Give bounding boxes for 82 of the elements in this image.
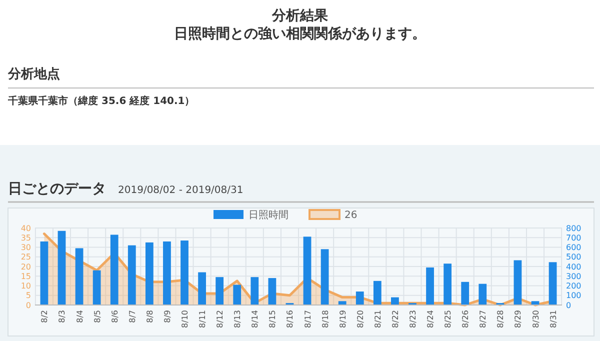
x-tick-label: 8/8 <box>145 310 154 323</box>
y2-tick-label: 100 <box>566 291 582 300</box>
y-tick-label: 35 <box>20 233 31 242</box>
x-tick-label: 8/16 <box>286 310 295 328</box>
bar <box>548 262 557 305</box>
bar <box>461 282 470 305</box>
bar <box>338 301 346 305</box>
text: 日ごとのデータ <box>8 181 106 197</box>
x-tick-label: 8/25 <box>444 310 453 328</box>
x-tick-label: 8/6 <box>110 310 120 323</box>
bar <box>391 297 399 305</box>
y-tick-label: 20 <box>20 262 31 272</box>
y2-tick-label: 400 <box>566 262 582 272</box>
x-tick-label: 8/21 <box>373 310 382 328</box>
chart-subtitle: 日照時間との強い相関関係があります。 <box>174 26 426 42</box>
bar <box>426 267 434 305</box>
x-tick-label: 8/7 <box>128 310 137 323</box>
bar <box>75 248 84 305</box>
text: 2019/08/02 - 2019/08/31 <box>118 185 244 196</box>
x-tick-label: 8/4 <box>75 310 84 323</box>
y-tick-label: 10 <box>20 282 31 291</box>
legend-label: 日照時間 <box>248 209 288 221</box>
bar <box>303 236 312 305</box>
y-tick-label: 0 <box>26 300 31 310</box>
x-tick-label: 8/22 <box>390 310 400 328</box>
x-tick-label: 8/19 <box>338 310 348 328</box>
y-tick-label: 5 <box>26 291 31 300</box>
x-tick-label: 8/29 <box>514 310 523 328</box>
bar <box>320 249 329 305</box>
x-tick-label: 8/9 <box>162 310 172 323</box>
bar <box>198 272 206 305</box>
y2-tick-label: 300 <box>566 272 582 281</box>
chart-title: 分析結果 <box>271 8 329 24</box>
x-tick-label: 8/27 <box>478 310 488 328</box>
x-tick-label: 8/3 <box>58 310 67 323</box>
x-tick-label: 8/5 <box>92 310 102 323</box>
y-tick-label: 40 <box>20 224 31 233</box>
y2-tick-label: 700 <box>566 233 582 242</box>
x-tick-label: 8/18 <box>320 310 330 328</box>
x-tick-label: 8/13 <box>233 310 242 328</box>
y-tick-label: 30 <box>20 243 31 252</box>
y2-tick-label: 600 <box>566 243 582 252</box>
x-tick-label: 8/12 <box>216 310 225 328</box>
legend-label: 26 <box>344 210 358 221</box>
x-tick-label: 8/24 <box>426 310 436 328</box>
bar <box>163 241 171 305</box>
x-tick-label: 8/30 <box>531 310 540 328</box>
y-tick-label: 15 <box>20 272 31 281</box>
text: 千葉県千葉市（緯度 35.6 経度 140.1） <box>7 95 195 107</box>
y2-tick-label: 200 <box>566 282 582 291</box>
bar <box>444 264 452 305</box>
bar <box>180 240 188 305</box>
x-tick-label: 8/11 <box>198 310 208 328</box>
bar <box>250 277 259 305</box>
bar <box>110 234 118 305</box>
bar <box>268 278 276 305</box>
bar <box>356 292 364 305</box>
y-tick-label: 25 <box>20 252 31 262</box>
x-tick-label: 8/23 <box>408 310 418 328</box>
x-tick-label: 8/2 <box>40 310 50 323</box>
y2-tick-label: 0 <box>566 300 572 310</box>
bar <box>514 260 522 305</box>
x-tick-label: 8/28 <box>496 310 506 328</box>
bar <box>145 242 154 305</box>
bar <box>373 280 382 305</box>
x-tick-label: 8/31 <box>548 310 558 328</box>
bar <box>216 277 224 305</box>
bar <box>92 270 101 305</box>
y2-tick-label: 500 <box>566 252 582 262</box>
bar <box>478 284 487 305</box>
x-tick-label: 8/26 <box>461 310 470 328</box>
bar <box>233 284 242 305</box>
bar <box>128 245 136 305</box>
x-tick-label: 8/10 <box>180 310 190 328</box>
x-tick-label: 8/17 <box>303 310 312 328</box>
x-tick-label: 8/20 <box>356 310 365 328</box>
bar <box>58 230 66 305</box>
x-tick-label: 8/15 <box>268 310 278 328</box>
text: 分析地点 <box>7 66 60 82</box>
x-tick-label: 8/14 <box>250 310 260 328</box>
bar <box>40 241 48 305</box>
y2-tick-label: 800 <box>566 224 582 233</box>
